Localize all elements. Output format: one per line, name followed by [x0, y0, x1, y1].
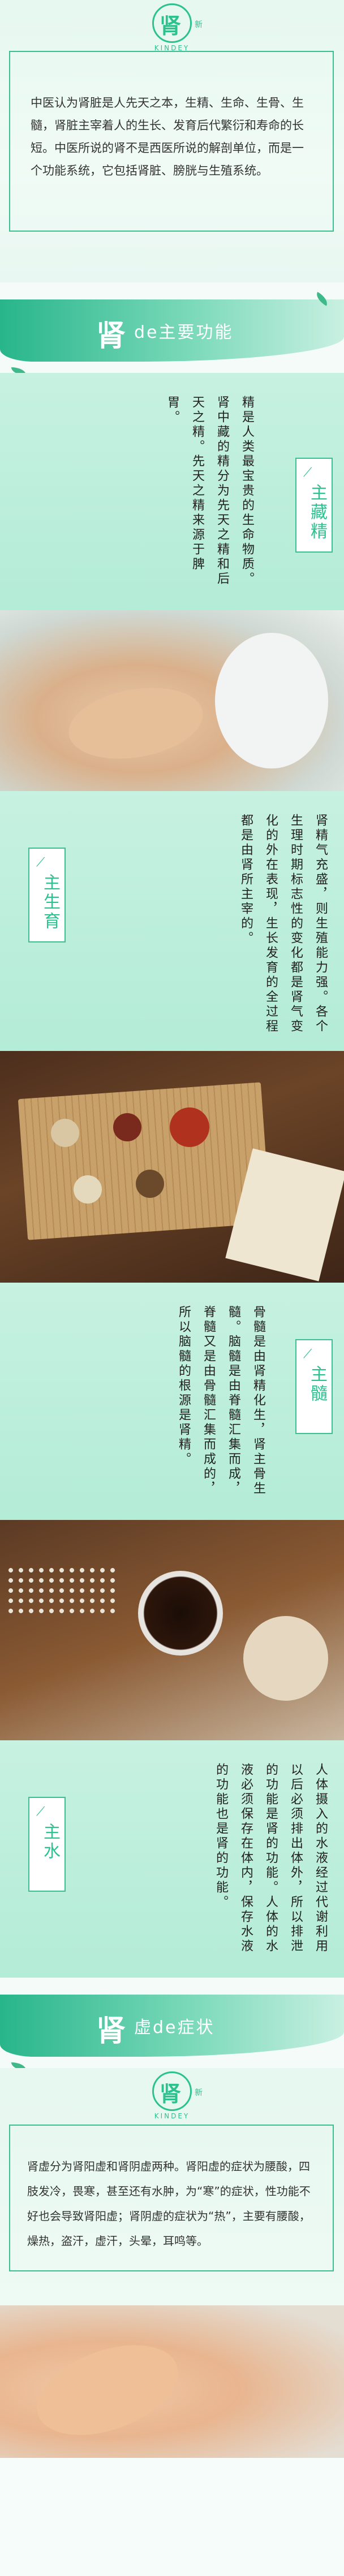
shengyu-text: 肾精气充盛，则生殖能力强。各个生理时期标志性的变化都是肾气变化的外在表现，生长发… [239, 814, 328, 1034]
tag-label: 主藏精 [307, 484, 327, 541]
tag-sui: ⟋ 主髓 [295, 1339, 333, 1434]
leaf-icon [11, 367, 26, 373]
beads-pile [6, 1565, 119, 1616]
curl-icon: ⟋ [36, 855, 45, 870]
heading-text: 虚de症状 [134, 2018, 215, 2038]
photo-tea [0, 1520, 344, 1740]
intro-frame: 中医认为肾脏是人先天之本，生精、生命、生骨、生髓，肾脏主宰着人的生长、发育后代繁… [9, 51, 334, 232]
herb-pile [170, 1107, 209, 1147]
banner-wave [0, 299, 344, 362]
intro-text: 中医认为肾脏是人先天之本，生精、生命、生骨、生髓，肾脏主宰着人的生长、发育后代繁… [31, 96, 304, 177]
sui-text: 骨髓是由肾精化生，肾主骨生髓。脑髓是由脊髓汇集而成，脊髓又是由骨髓汇集而成的，所… [177, 1305, 265, 1496]
curl-icon: ⟋ [303, 466, 312, 480]
bamboo-mat [18, 1082, 271, 1240]
tag-shengyu: ⟋ 主生育 [28, 848, 66, 942]
tag-label: 主髓 [307, 1365, 327, 1404]
herb-pile [113, 1113, 141, 1141]
herb-pile [51, 1119, 79, 1147]
panel-sui: 骨髓是由肾精化生，肾主骨生髓。脑髓是由脊髓汇集而成，脊髓又是由骨髓汇集而成的，所… [0, 1283, 344, 1520]
tag-zangjing: ⟋ 主藏精 [295, 458, 333, 553]
symptoms-banner: 肾虚de症状 [0, 1978, 344, 2068]
leaf-icon [11, 2062, 26, 2068]
tag-shui: ⟋ 主水 [28, 1797, 66, 1892]
functions-heading: 肾 de主要功能 [96, 312, 234, 354]
symptoms-text: 肾虚分为肾阳虚和肾阴虚两种。肾阳虚的症状为腰酸，四肢发冷，畏寒，甚至还有水肿，为… [27, 2160, 311, 2248]
herb-slices [243, 1616, 328, 1701]
curl-icon: ⟋ [36, 1805, 45, 1819]
logo-english: KINDEY [154, 44, 190, 52]
shui-text: 人体摄入的水液经过代谢利用以后必须排出体外，所以排泄的功能是肾的功能。人体的水液… [214, 1763, 328, 1954]
logo-sub-character: 新 [195, 2088, 203, 2097]
hand-shape [63, 678, 209, 768]
tag-label: 主生育 [40, 874, 60, 931]
symptoms-section: 肾 新 KINDEY 肾虚分为肾阳虚和肾阴虚两种。肾阳虚的症状为腰酸，四肢发冷，… [0, 2068, 344, 2305]
kidney-logo: 肾 新 KINDEY [138, 3, 206, 52]
heading-big-char: 肾 [96, 319, 128, 353]
logo-character: 肾 [160, 14, 182, 38]
logo-sub-character: 新 [195, 20, 203, 29]
logo-english: KINDEY [154, 2112, 190, 2120]
photo-hands [0, 610, 344, 791]
logo-mark: 肾 新 [152, 3, 203, 43]
sleeve-shape [215, 633, 328, 768]
herb-pile [136, 1170, 164, 1198]
heading-big-char: 肾 [96, 2014, 128, 2048]
tea-cup [138, 1571, 223, 1656]
logo-character: 肾 [160, 2082, 182, 2106]
panel-shengyu: 肾精气充盛，则生殖能力强。各个生理时期标志性的变化都是肾气变化的外在表现，生长发… [0, 791, 344, 1051]
photo-herbs [0, 1051, 344, 1283]
intro-section: 肾 新 KINDEY 中医认为肾脏是人先天之本，生精、生命、生骨、生髓，肾脏主宰… [0, 0, 344, 283]
kidney-logo: 肾 新 KINDEY [138, 2071, 206, 2120]
panel-zangjing: 精是人类最宝贵的生命物质。肾中藏的精分为先天之精和后天之精。先天之精来源于脾胃。… [0, 373, 344, 610]
curl-icon: ⟋ [303, 1347, 312, 1361]
logo-mark: 肾 新 [152, 2071, 203, 2111]
tag-label: 主水 [40, 1823, 60, 1861]
photo-massage [0, 2305, 344, 2458]
heading-text: de主要功能 [134, 323, 234, 342]
hand-shape [24, 2327, 191, 2453]
zangjing-text: 精是人类最宝贵的生命物质。肾中藏的精分为先天之精和后天之精。先天之精来源于脾胃。 [165, 396, 254, 587]
functions-banner: 肾 de主要功能 [0, 283, 344, 373]
symptoms-heading: 肾虚de症状 [96, 2007, 215, 2049]
banner-wave [0, 1995, 344, 2057]
symptoms-frame: 肾虚分为肾阳虚和肾阴虚两种。肾阳虚的症状为腰酸，四肢发冷，畏寒，甚至还有水肿，为… [9, 2125, 334, 2271]
herb-pile [74, 1175, 102, 1204]
panel-shui: 人体摄入的水液经过代谢利用以后必须排出体外，所以排泄的功能是肾的功能。人体的水液… [0, 1740, 344, 1978]
